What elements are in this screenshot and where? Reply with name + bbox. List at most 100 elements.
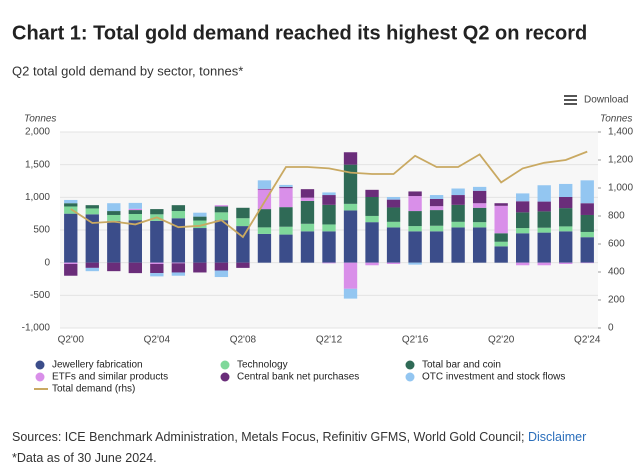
bar-segment <box>343 164 358 204</box>
note: *Data as of 30 June 2024. <box>12 451 157 465</box>
y-axis-label: Tonnes <box>24 114 56 125</box>
menu-icon <box>564 95 577 97</box>
bar-segment <box>451 204 465 222</box>
bar-segment <box>128 208 142 211</box>
bar-segment <box>386 221 401 228</box>
bar-segment <box>494 205 508 234</box>
bar-segment <box>214 205 229 207</box>
bar-segment <box>107 220 121 263</box>
bar-segment <box>85 267 99 272</box>
bar-segment <box>365 197 379 216</box>
bar-segment <box>236 226 250 263</box>
bar-segment <box>107 214 121 221</box>
y2-tick-label: 1,200 <box>608 155 633 166</box>
bar-segment <box>559 262 573 264</box>
bar-segment <box>516 193 530 202</box>
bar-segment <box>472 203 487 208</box>
disclaimer-link[interactable]: Disclaimer <box>527 430 587 444</box>
bar-segment <box>365 262 379 266</box>
bar-segment <box>171 272 186 276</box>
bar-segment <box>171 262 186 264</box>
bar-segment <box>494 233 508 242</box>
bar-segment <box>408 226 422 232</box>
bar-segment <box>128 220 142 263</box>
bar-segment <box>64 262 78 264</box>
bar-segment <box>300 189 315 198</box>
y-tick-label: -500 <box>30 290 50 301</box>
bar-segment <box>257 227 272 234</box>
download-label[interactable]: Download <box>584 95 628 106</box>
menu-icon <box>564 103 577 105</box>
bar-segment <box>300 223 315 232</box>
bar-segment <box>107 211 121 215</box>
bar-segment <box>236 262 250 268</box>
bar-segment <box>128 213 142 221</box>
legend-marker <box>405 372 415 382</box>
bar-segment <box>322 224 336 232</box>
bar-segment <box>171 211 186 219</box>
bar-segment <box>451 221 465 228</box>
bar-segment <box>193 262 207 273</box>
source-text: Sources: ICE Benchmark Administration, M… <box>12 430 525 444</box>
bar-segment <box>150 209 164 215</box>
legend-marker <box>405 360 415 370</box>
bar-segment <box>128 202 142 209</box>
download-button[interactable]: Download <box>564 95 628 106</box>
bar-segment <box>257 180 272 189</box>
bar-segment <box>64 213 78 263</box>
bar-segment <box>322 204 336 225</box>
bar-segment <box>494 246 508 263</box>
legend-label: Total bar and coin <box>422 360 501 371</box>
y2-tick-label: 200 <box>608 295 625 306</box>
bar-segment <box>451 227 465 263</box>
bar-segment <box>580 180 594 204</box>
legend-label: ETFs and similar products <box>52 372 168 383</box>
total-line <box>70 150 588 239</box>
y2-tick-label: 400 <box>608 267 625 278</box>
bar-segment <box>279 226 293 235</box>
bar-segment <box>537 227 551 233</box>
x-tick-label: Q2'08 <box>230 335 257 346</box>
bar-segment <box>472 227 487 263</box>
bar-segment <box>429 198 444 207</box>
y-tick-label: 1,000 <box>25 192 50 203</box>
bar-segment <box>408 191 422 197</box>
bar-segment <box>516 262 530 266</box>
bar-segment <box>559 208 573 227</box>
bar-segment <box>279 184 293 187</box>
bar-segment <box>279 207 293 227</box>
legend-marker <box>35 360 45 370</box>
bar-segment <box>214 262 229 271</box>
bar-segment <box>343 152 358 165</box>
bar-segment <box>537 262 551 266</box>
bar-segment <box>257 233 272 263</box>
bar-segment <box>365 189 379 198</box>
bar-segment <box>64 263 78 276</box>
y-tick-label: 1,500 <box>25 159 50 170</box>
bar-segment <box>537 211 551 228</box>
bar-segment <box>580 214 594 232</box>
y-tick-label: -1,000 <box>22 323 51 334</box>
legend-label: Central bank net purchases <box>237 372 359 383</box>
bar-segment <box>300 200 315 224</box>
bar-segment <box>279 234 293 263</box>
chart-subtitle: Q2 total gold demand by sector, tonnes* <box>12 63 243 78</box>
bar-segment <box>322 195 336 205</box>
bar-segment <box>64 203 78 207</box>
legend-label: OTC investment and stock flows <box>422 372 565 383</box>
bar-segment <box>150 220 164 263</box>
bar-segment <box>85 214 99 263</box>
x-tick-label: Q2'04 <box>144 335 171 346</box>
bar-segment <box>386 227 401 263</box>
bar-segment <box>300 197 315 201</box>
bar-segment <box>214 206 229 213</box>
y2-axis-label: Tonnes <box>600 114 632 125</box>
y2-tick-label: 1,000 <box>608 183 633 194</box>
bar-segment <box>85 208 99 215</box>
bar-segment <box>494 241 508 247</box>
bar-segment <box>236 207 250 219</box>
bar-segment <box>322 231 336 263</box>
bar-segment <box>171 218 186 263</box>
bar-segment <box>214 270 229 278</box>
